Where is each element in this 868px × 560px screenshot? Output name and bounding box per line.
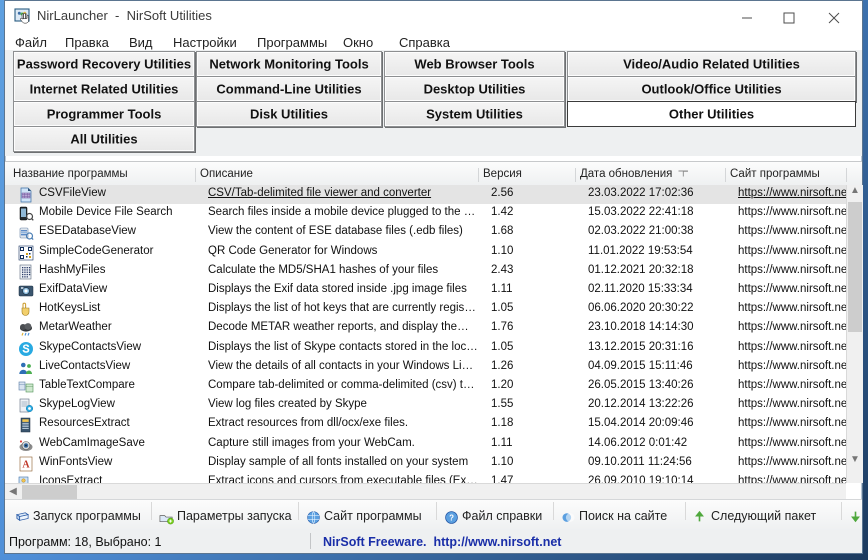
svg-text:?: ?: [449, 514, 454, 523]
svg-text:A: A: [22, 459, 30, 470]
